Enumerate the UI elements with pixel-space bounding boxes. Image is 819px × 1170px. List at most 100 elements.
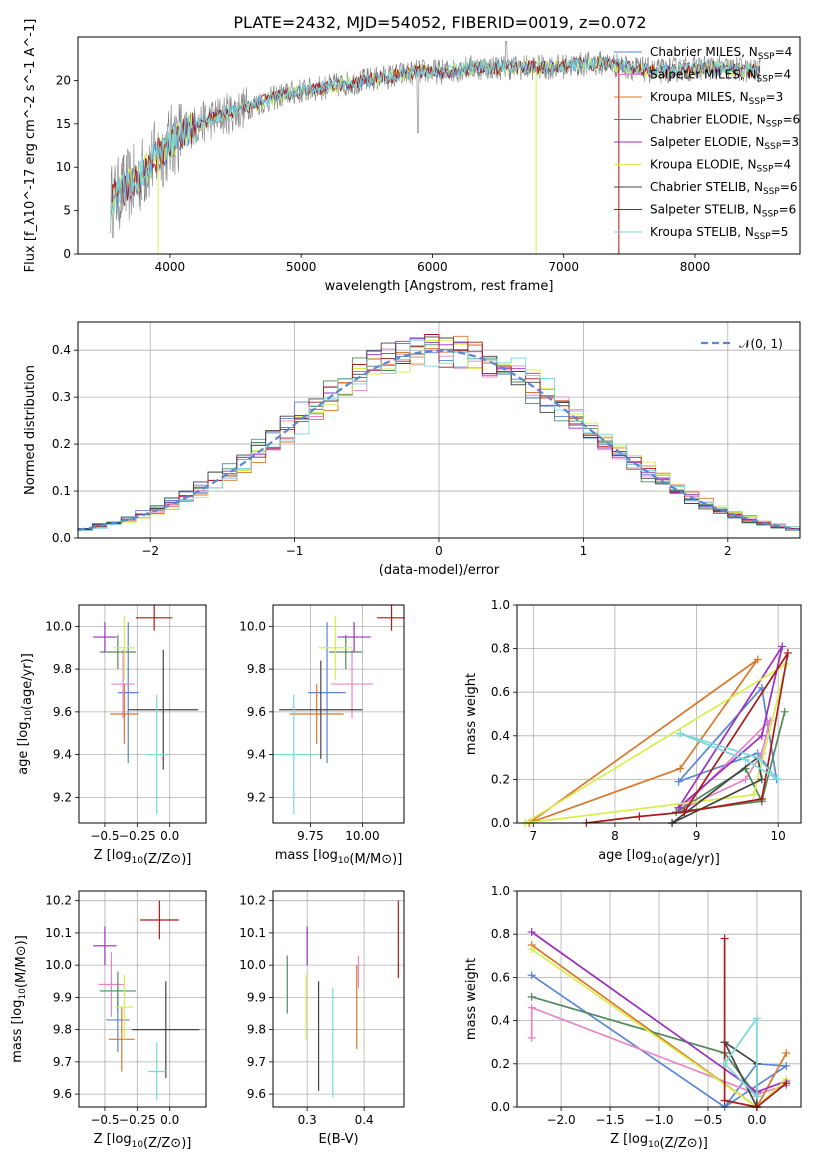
y-tick-label: 9.8 [53,1023,72,1037]
x-tick-label: 0.3 [298,1113,317,1127]
y-tick-label: 10.0 [239,619,266,633]
y-tick-label: 0.2 [491,1057,510,1071]
x-tick-label: 0.4 [355,1113,374,1127]
x-axis-label: mass [log10(M/M⊙)] [275,848,403,867]
x-tick-label: −1.0 [644,1113,673,1127]
mass-vs-extinction-panel: 0.3 0.4 9.6 9.7 9.8 9.9 10.0 10.1 10.2 E(B-V) [239,890,405,1147]
weight-line [531,931,787,1093]
weight-marker [753,655,762,664]
weight-marker [720,1096,729,1105]
weight-marker [680,808,689,817]
model-spectrum-line [110,56,760,220]
y-axis-label: mass [log10(M/M⊙)] [10,935,29,1063]
y-tick-label: 9.8 [247,662,266,676]
legend-entry: Kroupa STELIB, NSSP=5 [650,225,788,242]
weight-marker [720,934,729,943]
y-tick-label: 9.4 [247,748,266,762]
axes-frame [516,604,802,824]
y-tick-label: 10.2 [239,894,266,908]
x-tick-label: 9 [693,829,701,843]
y-tick-label: 0.4 [491,1014,510,1028]
x-tick-label: 0.0 [160,1113,179,1127]
weight-marker [527,992,536,1001]
weight-marker [674,803,683,812]
weight-line [531,944,788,1107]
weight-line [524,662,788,823]
weight-marker [774,775,783,784]
x-tick-label: −2.0 [546,1113,575,1127]
x-axis-label: Z [log10(Z/Z⊙)] [94,1132,192,1151]
weight-marker [527,1033,536,1042]
axes-frame [77,36,801,255]
weight-line [723,938,787,1107]
spectrum-panel: 4000 5000 6000 7000 8000 0 5 10 15 20 wavelength [… [23,19,801,294]
y-tick-label: 0.4 [491,729,510,743]
y-tick-label: 9.7 [247,1055,266,1069]
x-tick-label: −0.5 [693,1113,722,1127]
weight-marker [749,790,758,799]
legend-entry: Kroupa ELODIE, NSSP=4 [650,158,791,175]
weight-marker [676,764,685,773]
y-axis-label: mass weight [464,673,479,755]
y-tick-label: 0.8 [491,927,510,941]
y-tick-label: 0.2 [491,772,510,786]
legend-entry: 𝒩(0, 1) [739,337,783,351]
weight-marker [741,775,750,784]
x-tick-label: 1 [580,544,588,558]
weight-marker [527,971,536,980]
weight-marker [753,753,762,762]
weight-marker [635,812,644,821]
legend-entry: Chabrier STELIB, NSSP=6 [650,180,798,197]
axes-frame [78,890,207,1108]
weight-marker [527,1003,536,1012]
legend-entry: Salpeter STELIB, NSSP=6 [650,203,796,220]
figure-title: PLATE=2432, MJD=54052, FIBERID=0019, z=0… [233,13,646,32]
y-tick-label: 1.0 [491,598,510,612]
x-tick-label: 9.75 [297,829,324,843]
weight-marker [674,777,683,786]
weight-marker [676,729,685,738]
x-tick-label: 2 [724,544,732,558]
x-axis-label: wavelength [Angstrom, rest frame] [325,279,554,294]
y-axis-label: age [log10(age/yr)] [16,653,35,775]
legend-entry: Salpeter MILES, NSSP=4 [650,68,791,85]
y-axis-label: mass weight [464,958,479,1040]
axes-frame [78,604,207,824]
y-tick-label: 10.1 [45,926,72,940]
weight-marker [752,1014,761,1023]
x-axis-label: E(B-V) [318,1132,358,1147]
x-axis-label: Z [log10(Z/Z⊙)] [610,1132,708,1151]
weight-marker [741,755,750,764]
y-tick-label: 9.8 [247,1023,266,1037]
weight-marker [782,1049,791,1057]
weight-vs-metallicity-panel: −2.0 −1.5 −1.0 −0.5 0.0 0.0 0.2 0.4 0.6 0.8 1.0 Z [… [464,884,802,1151]
x-tick-label: 7 [530,829,538,843]
residual-histogram-panel: −2 −1 0 1 2 0.0 0.1 0.2 0.3 0.4 (data-model)/error… [23,321,801,578]
x-tick-label: −2 [141,544,159,558]
y-tick-label: 0.4 [52,343,71,357]
y-tick-label: 9.9 [53,990,72,1004]
weight-marker [778,642,787,651]
y-axis-label: Flux [f_λ10^-17 erg cm^-2 s^-1 A^-1] [23,19,38,273]
y-tick-label: 0.0 [491,1100,510,1114]
x-tick-label: −1.5 [595,1113,624,1127]
y-tick-label: 10.2 [45,894,72,908]
weight-line [677,645,784,809]
y-tick-label: 0.2 [52,437,71,451]
y-tick-label: 10.0 [45,958,72,972]
weight-line [531,948,787,1107]
x-tick-label: 8000 [680,260,711,274]
y-tick-label: 9.8 [53,662,72,676]
y-tick-label: 0.8 [491,642,510,656]
axes-frame [77,321,801,539]
legend-entry: Chabrier ELODIE, NSSP=6 [650,113,800,130]
y-tick-label: 0.1 [52,484,71,498]
x-tick-label: 0.0 [160,829,179,843]
x-axis-label: (data-model)/error [379,563,500,578]
axes-frame [272,604,405,824]
age-vs-mass-panel: 9.75 10.00 9.2 9.4 9.6 9.8 10.0 mass [log10(M/M… [239,604,405,867]
normal-distribution-curve [77,349,801,531]
y-tick-label: 9.6 [53,705,72,719]
weight-marker [783,648,792,657]
